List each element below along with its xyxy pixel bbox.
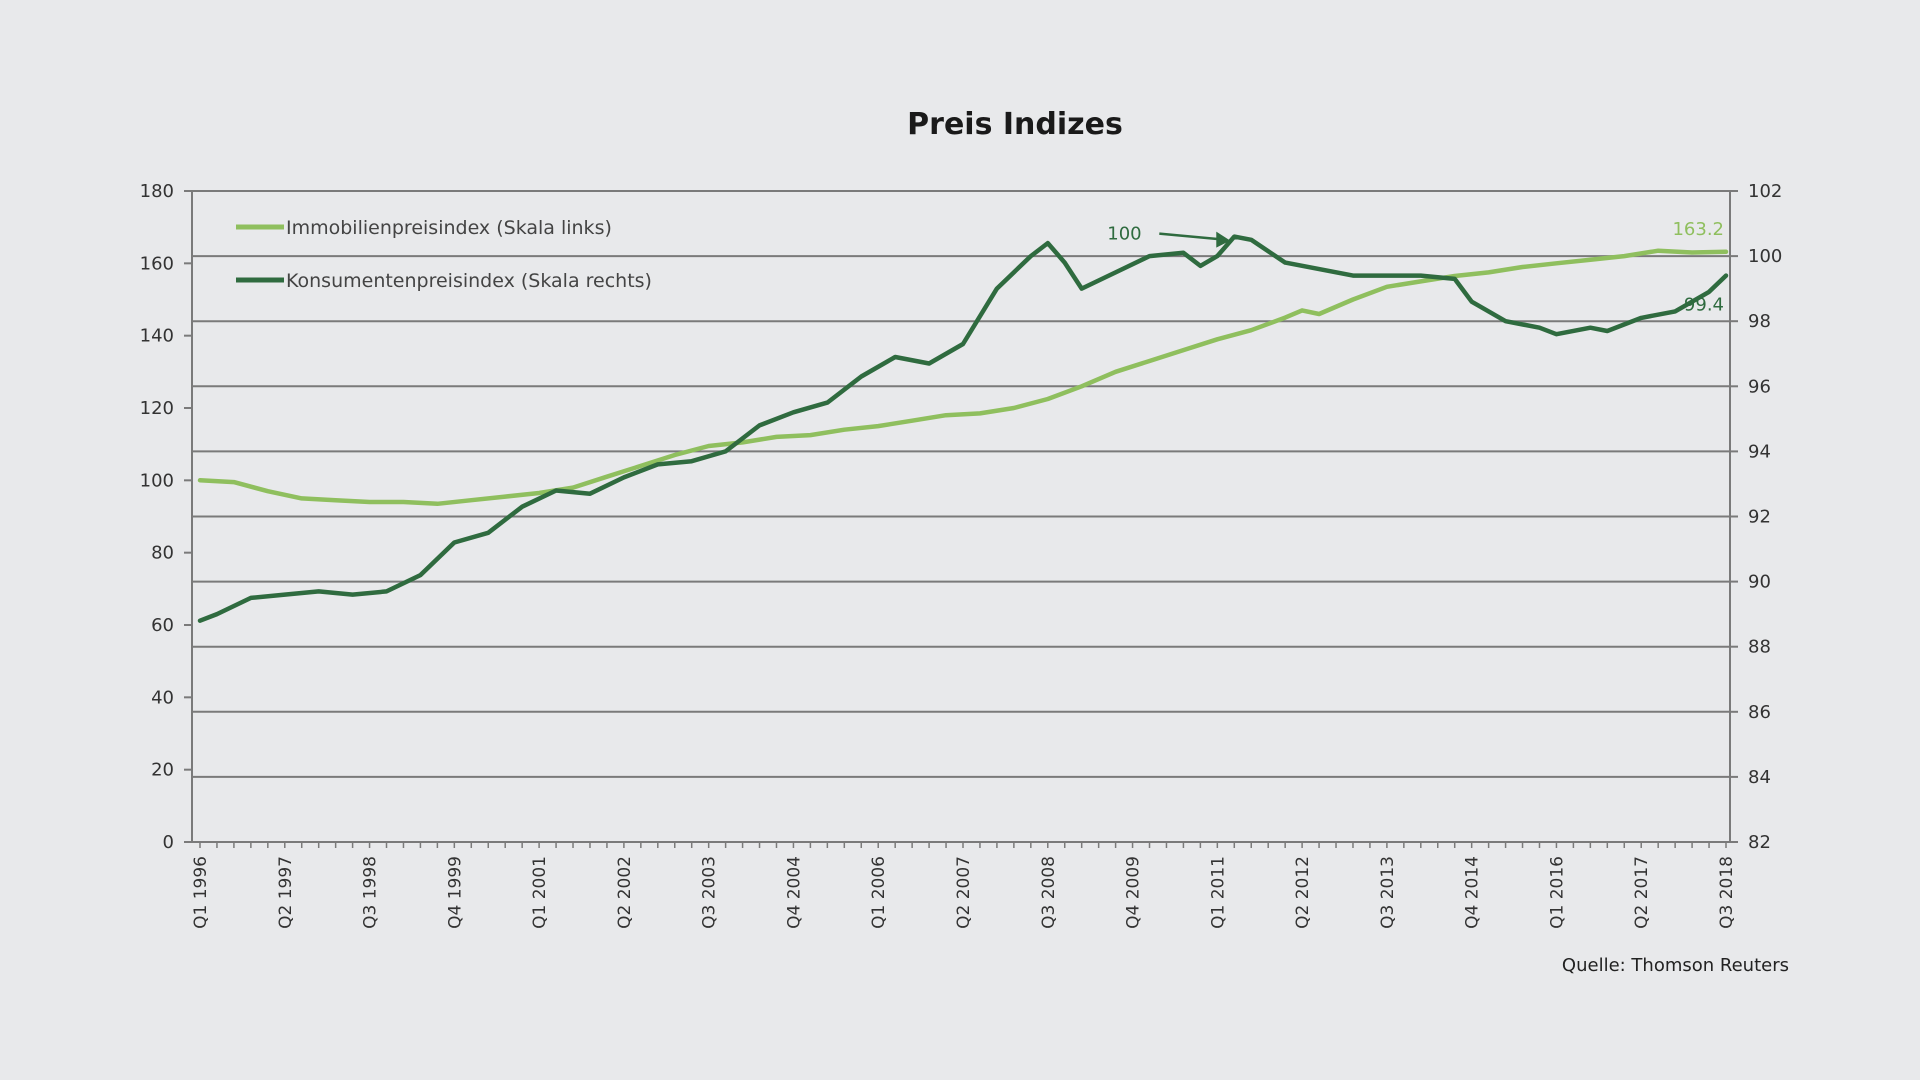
left-axis-tick-label: 180: [140, 181, 174, 202]
left-axis-tick-label: 80: [151, 543, 174, 564]
right-axis-tick-label: 94: [1748, 441, 1771, 462]
x-axis-tick-label: Q1 2001: [530, 856, 550, 929]
x-axis-tick-label: Q3 2008: [1039, 856, 1059, 929]
chart-title: Preis Indizes: [907, 107, 1123, 142]
x-axis-tick-label: Q2 2012: [1293, 856, 1313, 929]
x-axis-tick-label: Q3 2013: [1378, 856, 1398, 929]
x-axis-tick-label: Q1 2006: [869, 856, 889, 929]
x-axis-tick-label: Q2 2017: [1632, 856, 1652, 929]
x-axis-tick-label: Q3 2003: [700, 856, 720, 929]
left-axis-tick-label: 60: [151, 615, 174, 636]
legend-label: Immobilienpreisindex (Skala links): [286, 217, 612, 239]
x-axis-tick-label: Q1 2016: [1547, 856, 1567, 929]
x-axis-tick-label: Q2 2002: [615, 856, 635, 929]
right-axis-tick-label: 84: [1748, 767, 1771, 788]
legend: Immobilienpreisindex (Skala links) Konsum…: [236, 217, 652, 292]
right-axis-tick-label: 100: [1748, 246, 1782, 267]
left-axis-tick-label: 0: [163, 832, 174, 853]
left-axis-tick-label: 20: [151, 760, 174, 781]
series-layer: [197, 234, 1729, 623]
left-axis-tick-label: 160: [140, 253, 174, 274]
left-axis-tick-label: 140: [140, 326, 174, 347]
immobilienpreisindex-line: [197, 248, 1729, 507]
x-axis-tick-label: Q1 1996: [191, 856, 211, 929]
left-axis-tick-label: 120: [140, 398, 174, 419]
annotation-layer: 100 163.2 99.4: [1107, 219, 1724, 316]
annotation-label: 99.4: [1684, 295, 1724, 316]
right-axis-tick-label: 98: [1748, 311, 1771, 332]
left-axis-tick-label: 40: [151, 687, 174, 708]
x-axis-tick-label: Q3 2018: [1717, 856, 1737, 929]
right-axis-tick-label: 102: [1748, 181, 1782, 202]
x-axis-tick-label: Q4 2014: [1463, 856, 1483, 929]
x-axis-tick-label: Q4 2004: [784, 856, 804, 929]
konsumentenpreisindex-line: [197, 234, 1729, 623]
right-axis-tick-label: 88: [1748, 637, 1771, 658]
right-axis-tick-label: 82: [1748, 832, 1771, 853]
annotation-arrow-shaft: [1159, 232, 1225, 241]
annotation-label: 100: [1107, 224, 1141, 245]
right-axis-tick-label: 96: [1748, 376, 1771, 397]
x-axis-tick-label: Q3 1998: [361, 856, 381, 929]
legend-label: Konsumentenpreisindex (Skala rechts): [286, 270, 652, 292]
annotation-arrowhead: [1216, 231, 1231, 248]
axes-layer: 82 84 86 88 90 92 94 96 98 100 102 0 20 40 60 80 100 120 1…: [140, 181, 1783, 929]
x-axis-tick-label: Q4 2009: [1124, 856, 1144, 929]
x-axis-tick-label: Q2 1997: [276, 856, 296, 929]
annotation-label: 163.2: [1672, 219, 1724, 240]
right-axis-tick-label: 92: [1748, 507, 1771, 528]
left-axis-tick-label: 100: [140, 470, 174, 491]
right-axis-tick-label: 86: [1748, 702, 1771, 723]
source-note: Quelle: Thomson Reuters: [1562, 955, 1789, 976]
right-axis-tick-label: 90: [1748, 572, 1771, 593]
x-axis-tick-label: Q1 2011: [1208, 856, 1228, 929]
x-axis-tick-label: Q2 2007: [954, 856, 974, 929]
x-axis-tick-label: Q4 1999: [445, 856, 465, 929]
